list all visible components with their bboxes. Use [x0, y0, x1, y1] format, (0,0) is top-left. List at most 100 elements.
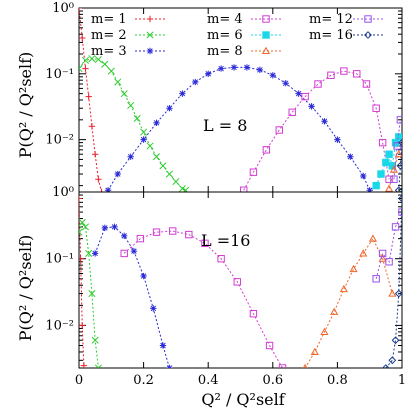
series-m12-point: [372, 275, 380, 283]
series-m4-point: [265, 341, 274, 350]
series-m4-point: [233, 278, 241, 286]
series-m4-point: [120, 249, 128, 258]
series-group: [79, 194, 402, 368]
series-m1-point: [79, 322, 86, 329]
series-m4-point: [240, 186, 248, 192]
series-m4-point: [385, 175, 393, 183]
series-m3-line: [94, 226, 170, 368]
series-m6-point: [385, 150, 393, 158]
series-m3-point: [127, 153, 134, 160]
legend-marker: [146, 47, 154, 55]
series-m1-point: [79, 195, 83, 202]
series-m3-point: [111, 223, 118, 231]
series-m4-point: [314, 80, 322, 88]
series-m4-point: [340, 67, 348, 75]
series-m8-point: [310, 347, 319, 356]
legend-label: m= 12: [309, 12, 353, 27]
series-m12-line: [393, 119, 401, 180]
series-m8-line: [304, 237, 393, 368]
legend-marker: [146, 31, 154, 39]
series-m16-point: [391, 336, 400, 345]
series-m2-point: [133, 114, 141, 122]
series-m2-point: [79, 228, 83, 236]
series-m2-point: [152, 153, 161, 161]
bottom-panel: 10⁻² 10⁻¹ 10⁰ 0 0.2 0.4 0.6 0.8 1: [45, 185, 406, 388]
series-m16-point: [396, 161, 402, 170]
series-m3-point: [150, 305, 157, 312]
series-m4-point: [378, 138, 387, 147]
series-m8-point: [388, 289, 397, 297]
series-m4-point: [327, 71, 335, 79]
series-m1-line: [79, 198, 85, 366]
series-m2-point: [159, 162, 167, 170]
series-m4-point: [362, 80, 371, 88]
series-m3-point: [308, 103, 315, 110]
series-m6-point: [372, 181, 380, 190]
legend-marker: [364, 31, 372, 39]
series-m3-point: [360, 172, 367, 180]
legend-label: m= 16: [309, 28, 353, 43]
series-m8-point: [385, 184, 394, 192]
series-m6-point: [382, 158, 390, 167]
series-m4-point: [262, 146, 271, 154]
series-m16-point: [381, 364, 390, 368]
series-m4-point: [249, 309, 258, 318]
series-m3-point: [347, 153, 354, 160]
series-group: [79, 8, 402, 192]
series-m4-line: [243, 70, 390, 191]
x-tick-label: 1: [398, 373, 406, 388]
y-tick-label: 10⁻¹: [45, 252, 74, 267]
series-m1-point: [88, 122, 96, 130]
series-m4-point: [136, 234, 145, 243]
series-m3-point: [166, 105, 173, 112]
series-m3-point: [104, 187, 112, 192]
legend-label: m= 8: [207, 44, 243, 59]
series-m4-point: [152, 228, 161, 236]
series-m2-point: [79, 218, 86, 226]
series-m2-point: [91, 336, 99, 344]
series-m3-point: [230, 64, 238, 71]
y-tick-label: 10⁻²: [45, 318, 74, 333]
series-m8-point: [368, 234, 377, 242]
series-m8-point: [302, 363, 308, 368]
y-tick-label: 10⁻¹: [45, 67, 74, 82]
series-m1-line: [79, 8, 103, 192]
y-tick-label: 10⁻²: [45, 133, 74, 148]
series-m4-point: [278, 364, 287, 368]
series-m3-point: [321, 118, 328, 125]
series-m4-point: [185, 230, 193, 239]
top-annotation: L = 8: [203, 116, 247, 135]
legend-marker: [261, 46, 271, 55]
series-m2-point: [88, 55, 96, 63]
series-m4-point: [168, 227, 177, 235]
series-m2-point: [107, 67, 115, 75]
series-m2-point: [101, 60, 109, 68]
series-m3-point: [295, 90, 302, 97]
series-m2-point: [172, 178, 180, 186]
series-m1-point: [85, 93, 92, 100]
series-m3-point: [282, 80, 289, 87]
series-m3-point: [256, 66, 264, 74]
series-m2-point: [120, 90, 128, 98]
series-m8-point: [330, 307, 339, 315]
series-m3-point: [205, 70, 212, 78]
legend-marker: [262, 15, 270, 23]
series-m2-point: [85, 249, 93, 257]
series-m4-point: [275, 126, 283, 134]
series-m4-point: [288, 108, 296, 117]
series-m1-point: [95, 176, 102, 183]
series-m1-point: [91, 151, 99, 158]
series-m8-point: [359, 249, 368, 257]
series-m12-point: [390, 175, 398, 183]
series-m16-point: [388, 356, 397, 365]
series-m6-point: [377, 170, 385, 178]
series-m2-point: [140, 128, 148, 136]
legend-label: m= 2: [91, 28, 127, 43]
top-panel: 10⁻² 10⁻¹ 10⁰ m= 1m= 2m= 3 m= 4m= 6m= 8 m= 12…: [45, 1, 403, 193]
series-m3-line: [107, 66, 371, 191]
series-m12-point: [393, 142, 401, 150]
legend-marker: [364, 15, 372, 23]
series-m16-line: [398, 142, 402, 191]
series-m1-point: [80, 362, 88, 368]
